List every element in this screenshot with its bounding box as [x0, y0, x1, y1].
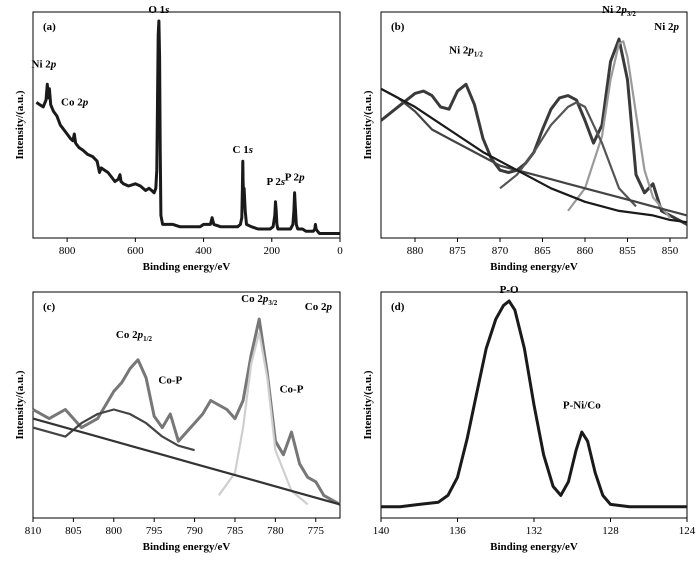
series-line	[381, 299, 687, 509]
plot-frame	[380, 11, 688, 239]
peak-annotation: Ni 2p	[32, 58, 57, 70]
x-axis-label: Binding energy/eV	[143, 261, 231, 273]
x-tick-label: 600	[127, 245, 144, 257]
peak-annotation: Co 2p3/2	[241, 293, 278, 307]
peak-annotation: P-Ni/Co	[563, 399, 601, 411]
series-line	[32, 417, 341, 506]
x-tick-label: 400	[195, 245, 212, 257]
x-tick-label: 875	[449, 245, 466, 257]
x-tick-label: 870	[492, 245, 509, 257]
series-line	[380, 37, 688, 226]
x-tick-label: 136	[449, 525, 466, 537]
x-tick-label: 855	[619, 245, 636, 257]
series-line	[567, 40, 671, 219]
peak-annotation: P 2s	[267, 176, 286, 188]
x-tick-label: 200	[264, 245, 281, 257]
x-tick-label: 790	[186, 525, 203, 537]
peak-annotation: Co-P	[280, 383, 304, 395]
peak-annotation: Ni 2p3/2	[602, 4, 636, 18]
panel-label: (c)	[43, 301, 56, 313]
panel-title: Co 2p	[305, 301, 333, 313]
x-tick-label: 805	[65, 525, 82, 537]
peak-annotation: C 1s	[233, 144, 253, 156]
panel-label: (b)	[391, 21, 405, 33]
x-tick-label: 0	[337, 245, 343, 257]
x-tick-label: 810	[25, 525, 42, 537]
y-axis-label: Intensity/(a.u.)	[14, 370, 26, 439]
series-line	[217, 331, 309, 506]
plot-frame	[32, 291, 341, 519]
x-tick-label: 775	[308, 525, 325, 537]
series-line	[380, 87, 688, 224]
x-tick-label: 795	[146, 525, 163, 537]
series-line	[499, 101, 637, 208]
x-tick-label: 780	[267, 525, 284, 537]
y-axis-label: Intensity/(a.u.)	[362, 90, 374, 159]
x-axis-label: Binding energy/eV	[143, 541, 231, 553]
x-tick-label: 124	[679, 525, 696, 537]
peak-annotation: Co-P	[158, 374, 182, 386]
peak-annotation: O 1s	[148, 4, 169, 16]
x-axis-label: Binding energy/eV	[490, 261, 578, 273]
peak-annotation: P 2p	[285, 171, 305, 183]
panel-b: 880 875 870 865 860 855 850 Binding energy/eV In…	[362, 4, 688, 273]
x-tick-label: 850	[662, 245, 679, 257]
y-axis-label: Intensity/(a.u.)	[362, 370, 374, 439]
panel-label: (d)	[391, 301, 405, 313]
panel-d: 140 136 132 128 124 Binding energy/eV Intensit…	[362, 284, 696, 553]
x-tick-label: 860	[577, 245, 594, 257]
peak-annotation: Ni 2p1/2	[449, 45, 483, 59]
x-axis-label: Binding energy/eV	[490, 541, 578, 553]
x-tick-label: 880	[407, 245, 424, 257]
panel-title: Ni 2p	[654, 21, 679, 33]
peak-annotation: Co 2p	[61, 97, 89, 109]
x-tick-label: 128	[602, 525, 619, 537]
x-tick-label: 865	[534, 245, 551, 257]
x-tick-label: 140	[373, 525, 390, 537]
peak-annotation: P-O	[500, 284, 519, 296]
x-tick-label: 132	[526, 525, 543, 537]
x-tick-label: 785	[227, 525, 244, 537]
x-tick-label: 800	[106, 525, 123, 537]
panel-c: 810 805 800 795 790 785 780 775 Binding energy/e…	[14, 291, 341, 553]
panel-a: 800 600 400 200 0 Binding energy/eV Intensity/…	[14, 4, 343, 273]
series-line	[32, 317, 341, 506]
y-axis-label: Intensity/(a.u.)	[14, 90, 26, 159]
panel-label: (a)	[43, 21, 56, 33]
series-line	[380, 87, 688, 217]
plot-frame	[32, 11, 341, 239]
x-tick-label: 800	[59, 245, 76, 257]
peak-annotation: Co 2p1/2	[116, 329, 153, 343]
series-line	[35, 19, 340, 235]
